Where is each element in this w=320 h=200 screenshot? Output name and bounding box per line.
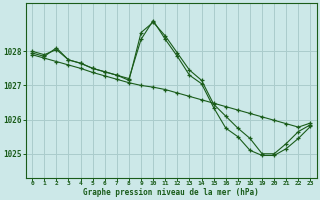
X-axis label: Graphe pression niveau de la mer (hPa): Graphe pression niveau de la mer (hPa) [84,188,259,197]
